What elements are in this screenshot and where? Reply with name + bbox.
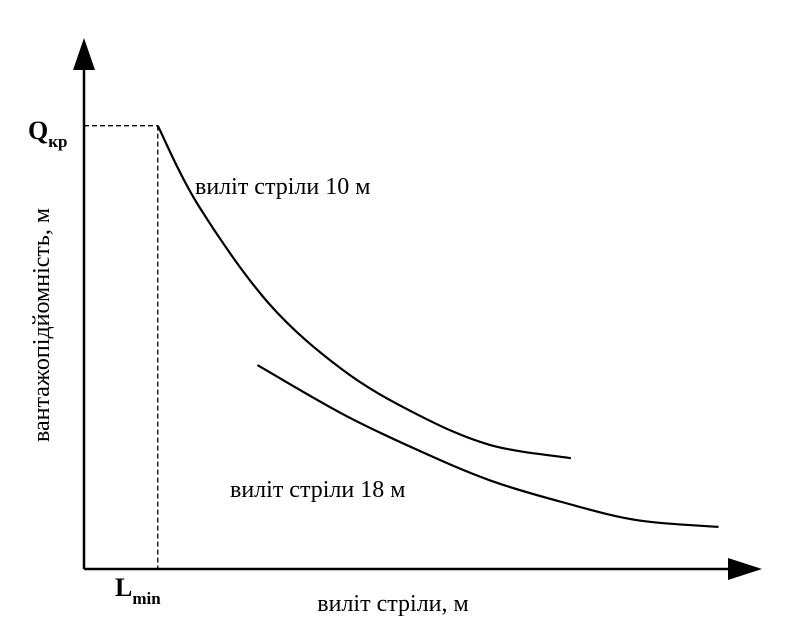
- qkr-sub: кр: [48, 132, 67, 151]
- x-axis-title: виліт стріли, м: [317, 591, 468, 617]
- y-axis-title: вантажопідйомність, м: [29, 208, 55, 442]
- curve-boom-10m: [156, 125, 572, 460]
- lmin-mark: Lmin: [115, 573, 161, 608]
- lmin-sub: min: [132, 589, 161, 608]
- y-axis-arrow: [73, 38, 95, 70]
- qkr-main: Q: [28, 116, 48, 145]
- curve-label-18m: виліт стріли 18 м: [230, 477, 405, 503]
- lmin-main: L: [115, 573, 132, 602]
- curve-label-10m: виліт стріли 10 м: [195, 174, 370, 200]
- curve-boom-18m: [256, 364, 719, 528]
- qkr-mark: Qкр: [28, 116, 67, 151]
- x-axis-arrow: [728, 558, 762, 580]
